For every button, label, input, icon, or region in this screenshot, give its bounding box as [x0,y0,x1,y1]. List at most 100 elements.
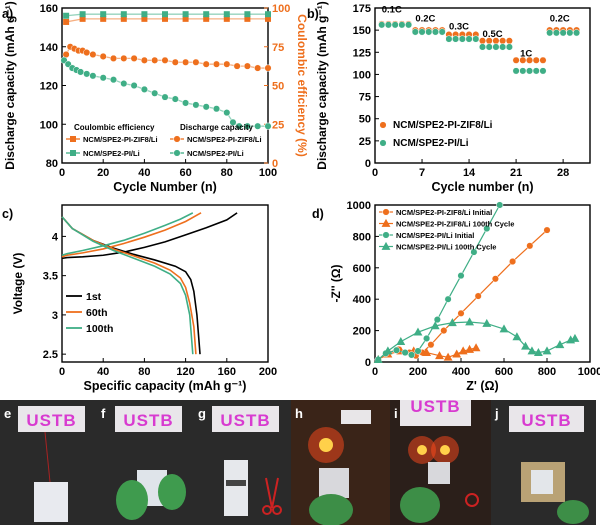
data-point [483,225,491,233]
data-point [223,11,230,18]
data-point [120,80,128,88]
y-tick-label: 175 [353,3,371,15]
data-point [151,56,159,64]
data-point [83,49,91,57]
x-tick-label: 20 [97,167,109,179]
data-point [161,56,169,64]
legend-entry: 1st [86,291,102,303]
data-point [130,81,138,90]
data-point [109,76,118,84]
data-point [422,347,432,356]
data-point [63,12,70,19]
y-tick-label: 2.5 [43,349,58,361]
pouch-cell [34,482,68,522]
led-sign-board [115,406,182,432]
legend-marker [379,121,387,129]
data-point [203,15,210,22]
legend-entry: NCM/SPE2-PI-ZIF8/Li Initial [396,208,492,217]
data-point [546,29,554,37]
glove [158,474,186,510]
data-point [162,11,168,18]
plot-frame [374,204,591,363]
data-point [89,72,97,80]
data-point [435,351,444,360]
data-point [411,28,419,36]
data-point [440,327,448,335]
data-point [89,50,97,59]
data-point [431,28,440,36]
photo-canvas: USTB f [97,400,194,525]
data-point [109,54,118,62]
y-tick-label: 800 [353,231,371,243]
data-point [120,54,128,62]
data-point [223,109,231,117]
led-sign-board [509,406,584,432]
led-light [319,438,333,452]
scissors [272,505,282,515]
data-point [203,11,210,18]
data-point [543,226,551,234]
legend-entry: NCM/SPE2-PI-ZIF8/Li [187,135,262,144]
data-point [433,316,441,324]
data-point [532,56,540,64]
photo-label: e [4,406,11,421]
y-tick-label: 120 [40,81,58,93]
y-axis-label: Discharge capacity (mAh g⁻¹) [315,1,329,169]
pouch-cell [531,470,553,494]
y-tick-label: 0 [365,158,371,170]
x-tick-label: 28 [557,167,569,179]
data-point [243,122,251,130]
data-point [120,15,127,22]
data-point [83,70,91,78]
legend-entry: NCM/SPE2-PI-ZIF8/Li [393,120,493,131]
data-point [512,56,520,64]
rate-label: 1C [520,49,532,60]
data-point [265,11,271,18]
data-point [171,95,179,103]
data-point [192,101,200,109]
y-tick-label: 50 [359,114,371,126]
y-tick-label: 400 [353,294,371,306]
x-tick-label: 1000 [578,366,600,378]
data-point [378,21,386,29]
data-point [423,334,431,343]
panel-d: 0 200 400 600 800 1000 0 200 400 600 800 1000 Z' (Ω)… [312,200,600,393]
data-point [418,28,426,36]
data-point [79,11,86,18]
photo-g: USTB g [194,400,291,525]
rate-label: 0.3C [449,21,469,32]
panel-c: 0 40 80 120 160 200 2.5 3 3.5 4 Specific capacity … [2,204,277,393]
data-point [482,318,492,327]
data-point [559,29,567,37]
scissors [465,493,479,507]
data-point [254,122,262,130]
data-point [182,11,189,18]
legend-marker [379,139,387,147]
x-tick-label: 600 [495,366,513,378]
data-point [392,346,401,354]
led-light [440,445,450,455]
panel-label: c) [2,207,13,221]
y-tick-label: 140 [40,42,58,54]
data-point [478,43,487,51]
y-tick-label: 75 [359,92,371,104]
led-sign-text: USTB [521,411,571,430]
data-point [391,21,399,29]
data-point [555,340,565,349]
data-point [499,43,507,51]
data-point [519,67,527,75]
led-sign-board [400,400,471,426]
legend-entry: NCM/SPE2-PI/Li 100th Cycle [396,243,496,252]
series-line-discharge [61,216,194,355]
x-tick-label: 100 [259,167,277,179]
y-tick-label: 600 [353,263,371,275]
x-tick-label: 60 [179,167,191,179]
data-point [447,318,457,327]
data-point [492,43,500,51]
data-point [63,18,70,25]
x-tick-label: 40 [97,366,109,378]
data-point [465,344,475,353]
led-sign-board [341,410,371,424]
y2-tick-label: 75 [272,42,284,54]
y-axis-label: Voltage (V) [11,253,25,315]
